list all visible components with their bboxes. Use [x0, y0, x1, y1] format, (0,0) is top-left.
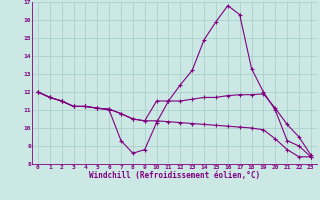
X-axis label: Windchill (Refroidissement éolien,°C): Windchill (Refroidissement éolien,°C) [89, 171, 260, 180]
